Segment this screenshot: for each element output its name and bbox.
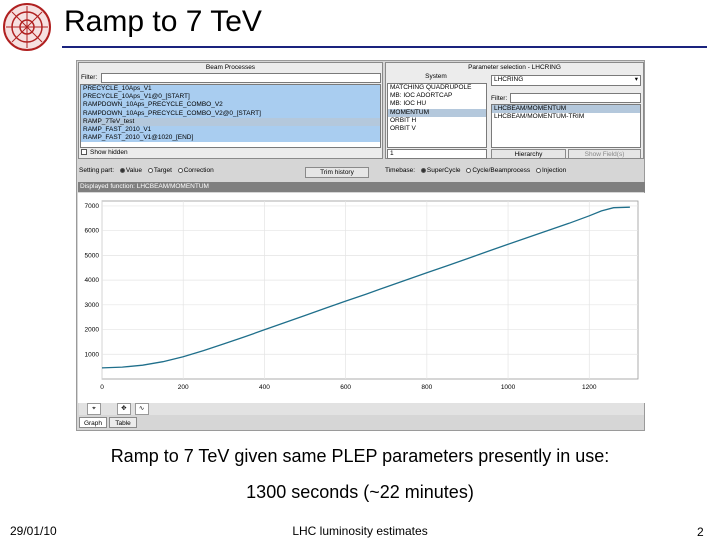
- beam-processes-header: Beam Processes: [205, 64, 256, 71]
- supercycle-radio[interactable]: [420, 167, 426, 173]
- list-item[interactable]: RAMPDOWN_10Aps_PRECYCLE_COMBO_V2@0_[STAR…: [81, 109, 380, 118]
- beam-filter-input[interactable]: [101, 73, 381, 83]
- page-selector[interactable]: 1: [387, 149, 487, 159]
- value-radio-label: Value: [125, 167, 143, 174]
- graph-toolbar: ⌖ ✥ ∿: [79, 403, 644, 415]
- parameter-filter-label: Filter:: [491, 95, 508, 102]
- list-item[interactable]: LHCBEAM/MOMENTUM: [492, 105, 640, 114]
- x-axis-ticks: 0 200 400 600 800 1000 1200: [100, 384, 597, 391]
- page-number: 2: [697, 525, 704, 539]
- x-tick-label: 0: [100, 384, 104, 391]
- correction-radio[interactable]: [177, 167, 183, 173]
- ring-dropdown-value: LHCRING: [494, 76, 524, 83]
- chevron-down-icon: ▾: [634, 76, 638, 83]
- list-item[interactable]: RAMP_7TeV_test: [81, 117, 380, 126]
- list-item[interactable]: MOMENTUM: [388, 108, 486, 117]
- x-tick-label: 800: [421, 384, 432, 391]
- list-item[interactable]: ORBIT H: [390, 116, 417, 124]
- y-tick-label: 5000: [85, 252, 100, 259]
- timebase-group: Timebase: SuperCycle Cycle/Beamprocess I…: [385, 166, 566, 176]
- cycle-radio-label: Cycle/Beamprocess: [472, 167, 531, 174]
- system-list[interactable]: MATCHING QUADRUPOLE MB: IOC ADORTCAP MB:…: [387, 83, 487, 148]
- cern-logo-icon: [3, 3, 51, 51]
- title-divider: [62, 46, 707, 48]
- injection-radio[interactable]: [535, 167, 541, 173]
- displayed-function-header: Displayed function: LHCBEAM/MOMENTUM: [78, 182, 645, 192]
- x-tick-label: 200: [178, 384, 189, 391]
- list-item[interactable]: RAMPDOWN_10Aps_PRECYCLE_COMBO_V2: [81, 101, 380, 110]
- series-line: [101, 206, 630, 369]
- footer-date: 29/01/10: [10, 524, 57, 538]
- setting-part-group: Setting part: Value Target Correction: [79, 166, 214, 176]
- list-item[interactable]: MB: IOC ADORTCAP: [390, 92, 453, 100]
- tab-graph[interactable]: Graph: [79, 417, 107, 428]
- beam-processes-pane: Beam Processes Filter: PRECYCLE_10Aps_V1…: [78, 62, 383, 159]
- list-item[interactable]: RAMP_FAST_2010_V1@1020_[END]: [81, 134, 380, 143]
- y-tick-label: 6000: [85, 228, 100, 235]
- setting-part-label: Setting part:: [79, 167, 115, 174]
- list-item[interactable]: RAMP_FAST_2010_V1: [81, 125, 380, 135]
- x-tick-label: 1200: [582, 384, 597, 391]
- line-tool-icon[interactable]: ∿: [134, 403, 149, 415]
- list-item[interactable]: LHCBEAM/MOMENTUM-TRIM: [494, 113, 585, 121]
- y-tick-label: 4000: [85, 277, 100, 284]
- show-fields-button[interactable]: Show Field(s): [568, 149, 641, 159]
- list-item[interactable]: PRECYCLE_10Aps_V1@0_[START]: [81, 93, 380, 102]
- beam-filter-label: Filter:: [81, 74, 98, 81]
- supercycle-radio-label: SuperCycle: [426, 167, 461, 174]
- timebase-label: Timebase:: [385, 167, 416, 174]
- y-tick-label: 1000: [85, 351, 100, 358]
- list-item[interactable]: ORBIT V: [390, 124, 416, 132]
- value-radio[interactable]: [119, 167, 125, 173]
- list-item[interactable]: PRECYCLE_10Aps_V1: [81, 85, 380, 94]
- caption-line-2: 1300 seconds (~22 minutes): [246, 482, 474, 502]
- target-radio-label: Target: [153, 167, 172, 174]
- application-window: Beam Processes Filter: PRECYCLE_10Aps_V1…: [76, 60, 645, 431]
- system-label: System: [425, 73, 447, 80]
- beam-process-list[interactable]: PRECYCLE_10Aps_V1 PRECYCLE_10Aps_V1@0_[S…: [80, 84, 381, 148]
- hierarchy-button[interactable]: Hierarchy: [491, 149, 566, 159]
- caption-line-1: Ramp to 7 TeV given same PLEP parameters…: [110, 446, 610, 466]
- list-item[interactable]: MATCHING QUADRUPOLE: [390, 84, 472, 91]
- pan-tool-icon[interactable]: ✥: [116, 403, 131, 415]
- x-tick-label: 400: [259, 384, 270, 391]
- show-hidden-label: Show hidden: [90, 149, 128, 156]
- target-radio[interactable]: [147, 167, 153, 173]
- parameter-filter-input[interactable]: [510, 93, 641, 103]
- show-hidden-checkbox[interactable]: Show hidden: [81, 148, 128, 158]
- y-tick-label: 2000: [85, 327, 100, 334]
- footer-center: LHC luminosity estimates: [292, 524, 428, 538]
- parameter-selection-pane: Parameter selection - LHCRING System MAT…: [385, 62, 644, 159]
- parameter-list[interactable]: LHCBEAM/MOMENTUM LHCBEAM/MOMENTUM-TRIM: [491, 104, 641, 148]
- zoom-tool-icon[interactable]: ⌖: [87, 403, 101, 415]
- slide-title: Ramp to 7 TeV: [64, 5, 262, 38]
- y-tick-label: 3000: [85, 302, 100, 309]
- tab-table[interactable]: Table: [109, 417, 137, 428]
- x-tick-label: 600: [340, 384, 351, 391]
- cycle-radio[interactable]: [466, 167, 472, 173]
- injection-radio-label: Injection: [541, 167, 567, 174]
- momentum-chart[interactable]: 1000 2000 3000 4000 5000 6000 7000 0 200 400 600 8…: [78, 193, 645, 403]
- parameter-selection-header: Parameter selection - LHCRING: [468, 64, 561, 71]
- list-item[interactable]: MB: IOC HU: [390, 100, 427, 108]
- trim-history-button[interactable]: Trim history: [305, 167, 369, 178]
- checkbox-icon[interactable]: [81, 149, 87, 156]
- correction-radio-label: Correction: [183, 167, 214, 174]
- y-axis-ticks: 1000 2000 3000 4000 5000 6000 7000: [85, 203, 100, 358]
- ring-dropdown[interactable]: LHCRING ▾: [491, 75, 641, 86]
- x-tick-label: 1000: [501, 384, 516, 391]
- y-tick-label: 7000: [85, 203, 100, 210]
